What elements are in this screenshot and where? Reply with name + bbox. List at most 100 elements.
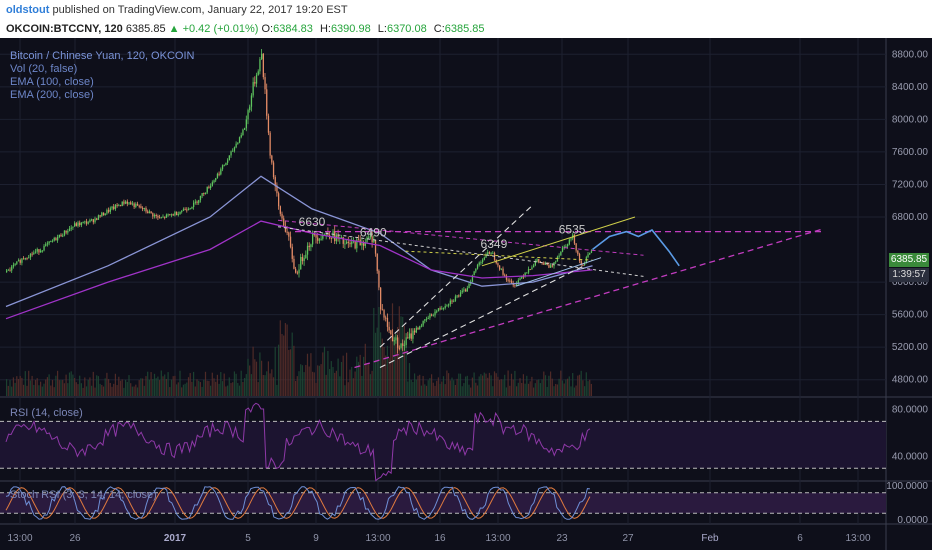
candle-body [199, 195, 202, 201]
volume-bar [53, 387, 55, 396]
volume-bar [220, 372, 222, 396]
candle-body [281, 213, 283, 219]
legend-ema100[interactable]: EMA (100, close) [10, 76, 94, 88]
volume-bar [184, 383, 186, 396]
candle-body [531, 267, 533, 270]
candle-body [482, 259, 484, 263]
volume-bar [230, 383, 232, 396]
candle-body [245, 119, 247, 129]
chart-svg[interactable]: 13:00 26 2017 5 9 13:00 16 13:00 23 27 Feb 6 13:00 88… [0, 38, 932, 550]
candle-body [240, 135, 242, 138]
candle-body [427, 317, 429, 319]
volume-bar [359, 354, 361, 396]
volume-bar [364, 343, 366, 396]
chart-area[interactable]: 13:00 26 2017 5 9 13:00 16 13:00 23 27 Feb 6 13:00 88… [0, 38, 932, 550]
candle-body [85, 221, 88, 224]
candle-body [468, 283, 470, 289]
candle-body [444, 306, 446, 308]
symbol-label[interactable]: OKCOIN:BTCCNY, 120 [6, 23, 123, 35]
volume-bar [454, 384, 456, 396]
legend-title[interactable]: Bitcoin / Chinese Yuan, 120, OKCOIN [10, 50, 195, 62]
volume-bar [499, 379, 501, 396]
volume-bar [36, 378, 38, 396]
candle-body [159, 217, 161, 219]
candle-body [517, 280, 519, 284]
candle-body [262, 53, 264, 78]
volume-bar [476, 385, 479, 396]
candle-body [293, 258, 295, 269]
candle-body [75, 223, 77, 226]
volume-bar [7, 385, 9, 396]
author-link[interactable]: oldstout [6, 4, 50, 16]
volume-bar [446, 370, 448, 396]
candle-body [266, 89, 268, 116]
legend-ema200[interactable]: EMA (200, close) [10, 89, 94, 101]
candle-body [351, 241, 353, 245]
candle-body [533, 265, 535, 268]
volume-bar [584, 386, 586, 396]
candle-body [257, 71, 259, 75]
candle-body [274, 177, 276, 186]
volume-bar [68, 372, 71, 396]
candle-body [147, 211, 149, 214]
candle-body [344, 243, 346, 245]
legend-vol[interactable]: Vol (20, false) [10, 63, 78, 75]
volume-bar [211, 372, 213, 396]
volume-bar [352, 378, 354, 396]
candle-body [65, 230, 67, 233]
volume-bar [578, 374, 581, 396]
volume-bar [159, 380, 161, 396]
volume-bar [223, 373, 225, 396]
candle-body [419, 326, 421, 330]
candle-body [14, 263, 16, 265]
candle-body [590, 250, 593, 253]
candle-body [573, 234, 576, 244]
candle-body [43, 245, 45, 251]
candle-body [7, 269, 9, 271]
volume-bar [160, 370, 162, 396]
x-tick-label: 5 [245, 533, 251, 544]
volume-bar [502, 379, 504, 396]
candle-body [589, 252, 591, 255]
candle-body [487, 252, 489, 255]
volume-bar [313, 372, 315, 396]
volume-bar [373, 307, 375, 396]
volume-bar [323, 346, 326, 396]
volume-bar [126, 381, 128, 396]
volume-bar [575, 385, 577, 396]
volume-bar [150, 372, 152, 396]
volume-bar [12, 377, 14, 396]
volume-bar [490, 375, 492, 396]
volume-bar [218, 383, 220, 396]
candle-body [371, 236, 373, 243]
volume-bar [298, 371, 300, 396]
stoch-label[interactable]: Stoch RSI (3, 3, 14, 14, close) [10, 489, 157, 501]
candle-body [558, 255, 560, 257]
volume-bar [534, 383, 536, 396]
volume-bar [589, 379, 591, 396]
volume-bar [130, 383, 132, 396]
rsi-label[interactable]: RSI (14, close) [10, 407, 83, 419]
candle-body [397, 337, 399, 348]
candle-body [94, 218, 96, 223]
candle-body [551, 265, 553, 267]
candle-body [242, 129, 244, 136]
volume-bar [179, 370, 181, 396]
support-trendline [354, 228, 823, 369]
volume-bar [201, 386, 203, 396]
candle-body [582, 264, 584, 266]
volume-bar [291, 332, 293, 396]
candle-body [101, 212, 103, 217]
volume-bar [169, 387, 171, 396]
rsi-tick-label: 80.0000 [892, 405, 929, 416]
countdown-tag: 1:39:57 [889, 268, 929, 282]
candle-body [395, 337, 397, 341]
candle-body [400, 343, 402, 348]
candle-body [502, 268, 504, 275]
candle-body [526, 272, 528, 274]
volume-bar [573, 387, 575, 396]
x-tick-label: 26 [69, 533, 81, 544]
volume-bar [544, 375, 547, 396]
candle-body [84, 221, 86, 223]
volume-bar [286, 324, 288, 396]
